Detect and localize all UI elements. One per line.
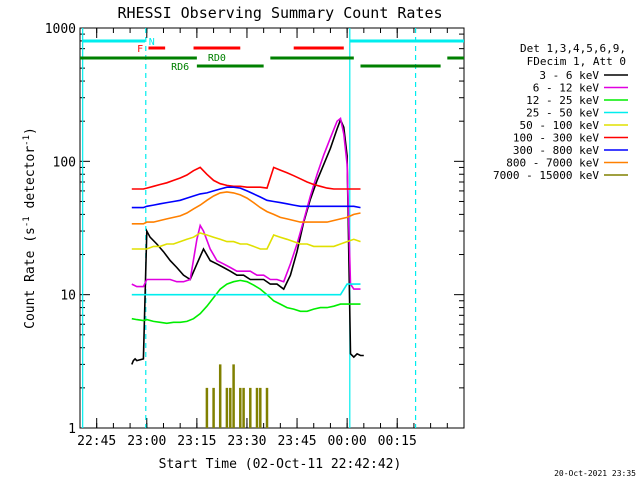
flag-label-f: F [137, 44, 143, 55]
y-axis-label-sup2: -1 [22, 135, 32, 146]
mode-boundary-lines [82, 28, 417, 428]
y-tick-label: 100 [53, 155, 76, 170]
flag-label-n: N [149, 37, 155, 48]
chart-title: RHESSI Observing Summary Count Rates [117, 4, 442, 22]
legend-entry-label: 6 - 12 keV [533, 82, 600, 95]
plot-frame [79, 27, 465, 429]
legend-header-det: Det 1,3,4,5,6,9, [520, 42, 626, 55]
observing-flags: NF RD0 RD6 [80, 37, 464, 73]
x-tick-label: 00:15 [378, 434, 417, 449]
legend-entry-label: 3 - 6 keV [539, 69, 599, 82]
x-tick-label: 22:45 [77, 434, 116, 449]
y-tick-label: 1000 [45, 22, 76, 37]
legend-entry-label: 50 - 100 keV [520, 119, 600, 132]
series-layer [131, 116, 364, 428]
series-300-to-800kev [131, 186, 361, 209]
y-tick-label: 1 [68, 422, 76, 437]
series-50-to-100kev [131, 232, 361, 250]
y-axis-label: Count Rate (s-1 detector-1) [22, 127, 38, 329]
series-7000-15000-kev [205, 364, 269, 428]
series-100-to-300kev [131, 166, 361, 190]
legend-entry-label: 25 - 50 keV [526, 107, 599, 120]
y-axis-label-sup1: -1 [22, 216, 32, 227]
series-12-to-25kev [131, 279, 361, 325]
series-6-to-12kev [131, 116, 361, 290]
y-tick-label: 10 [60, 289, 76, 304]
x-tick-label: 23:45 [277, 434, 316, 449]
x-tick-labels: 22:45 23:00 23:15 23:30 23:45 00:00 00:15 [77, 434, 417, 449]
legend-entry-label: 300 - 800 keV [513, 144, 599, 157]
legend-entry-label: 100 - 300 keV [513, 132, 599, 145]
x-tick-label: 23:15 [177, 434, 216, 449]
x-tick-label: 23:00 [127, 434, 166, 449]
series-800-to-7000kev [131, 191, 361, 225]
legend-entry-label: 800 - 7000 keV [506, 157, 599, 170]
timestamp: 20-Oct-2021 23:35 [554, 469, 636, 478]
legend: Det 1,3,4,5,6,9, FDecim 1, Att 0 3 - 6 k… [493, 42, 628, 182]
series-25-to-50kev [131, 283, 361, 296]
y-axis-label-main: Count Rate (s [23, 227, 38, 329]
x-axis-label: Start Time (02-Oct-11 22:42:42) [159, 457, 402, 472]
flag-label-rd0: RD0 [208, 53, 226, 64]
legend-entry-label: 7000 - 15000 keV [493, 169, 599, 182]
x-tick-label: 00:00 [328, 434, 367, 449]
y-tick-labels: 1 10 100 1000 [45, 22, 76, 437]
y-axis-label-end: ) [23, 127, 38, 135]
x-tick-label: 23:30 [227, 434, 266, 449]
flag-label-rd6: RD6 [171, 62, 189, 73]
y-axis-label-mid: detector [23, 146, 38, 217]
legend-entry-label: 12 - 25 keV [526, 94, 599, 107]
legend-header-fdecim: FDecim 1, Att 0 [527, 55, 626, 68]
